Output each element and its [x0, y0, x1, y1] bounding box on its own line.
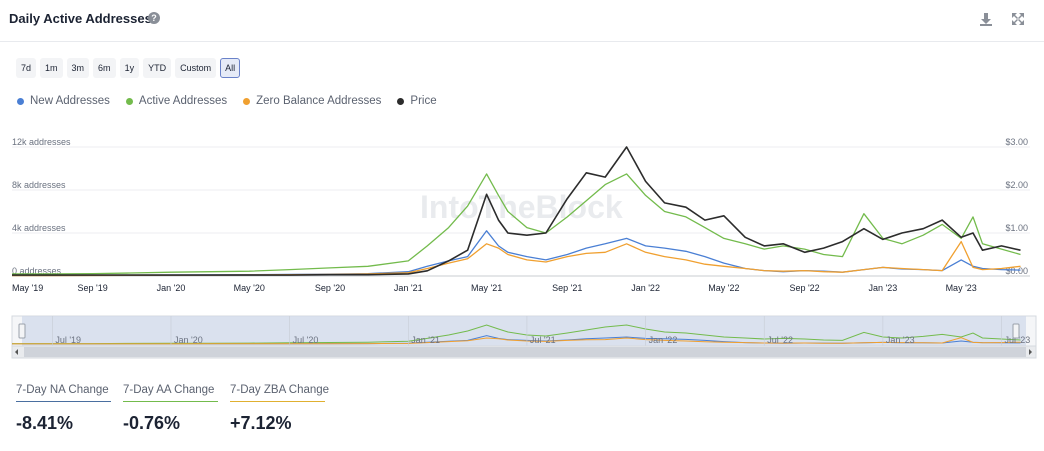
x-tick-label: May '22 — [708, 283, 739, 293]
x-tick-label: May '21 — [471, 283, 502, 293]
main-chart[interactable]: IntoTheBlock 0 addresses 4k addresses 8k a… — [0, 0, 1044, 380]
x-tick-label: May '23 — [946, 283, 977, 293]
x-tick-label: Jan '20 — [157, 283, 186, 293]
navigator-tick-label: Jul '21 — [530, 335, 556, 345]
y-tick-label-left: 4k addresses — [12, 223, 66, 233]
x-tick-label: Sep '19 — [78, 283, 108, 293]
watermark-text: IntoTheBlock — [420, 189, 623, 225]
legend-label: Price — [410, 95, 437, 107]
y-tick-label-right: $1.00 — [1005, 223, 1028, 233]
legend-label: New Addresses — [30, 95, 110, 107]
legend-label: Active Addresses — [138, 95, 228, 107]
navigator-tick-label: Jan '21 — [411, 335, 440, 345]
range-button-1y[interactable]: 1y — [119, 58, 140, 78]
stat-label: 7-Day NA Change — [16, 384, 111, 402]
series-line-price — [12, 146, 1021, 276]
navigator-handle-left[interactable] — [18, 323, 26, 339]
page-title: Daily Active Addresses — [9, 11, 152, 26]
y-tick-label-left: 8k addresses — [12, 180, 66, 190]
range-button-all[interactable]: All — [220, 58, 241, 78]
navigator-tick-label: Jul '23 — [1005, 335, 1031, 345]
stat-label: 7-Day AA Change — [123, 384, 218, 402]
range-button-ytd[interactable]: YTD — [143, 58, 172, 78]
legend-item-active-addresses[interactable]: Active Addresses — [125, 95, 228, 107]
navigator-tick-label: Jan '22 — [649, 335, 678, 345]
chart-legend: New Addresses Active Addresses Zero Balanc… — [17, 95, 437, 107]
stat-value: +7.12% — [230, 413, 292, 433]
range-button-6m[interactable]: 6m — [93, 58, 116, 78]
navigator-handle-right[interactable] — [1012, 323, 1020, 339]
expand-icon[interactable] — [1009, 10, 1027, 28]
stat-card: 7-Day AA Change -0.76% — [123, 384, 218, 434]
x-tick-label: May '20 — [234, 283, 265, 293]
chart-header: Daily Active Addresses ? — [0, 0, 1044, 42]
y-tick-label-left: 12k addresses — [12, 137, 71, 147]
range-button-3m[interactable]: 3m — [66, 58, 90, 78]
stat-label: 7-Day ZBA Change — [230, 384, 329, 402]
navigator-selection[interactable] — [22, 316, 1026, 346]
range-button-1m[interactable]: 1m — [40, 58, 63, 78]
series-line-zero-balance-addresses — [12, 240, 1021, 277]
navigator-series-line — [12, 337, 1021, 345]
range-button-7d[interactable]: 7d — [16, 58, 37, 78]
legend-dot — [243, 97, 251, 105]
navigator-tick-label: Jan '20 — [174, 335, 203, 345]
download-icon[interactable] — [977, 10, 995, 28]
time-range-selector: 7d 1m 3m 6m 1y YTD Custom All — [16, 58, 241, 78]
legend-dot — [17, 97, 24, 105]
navigator[interactable]: Jul '19 Jan '20 Jul '20 Jan '21 Jul '21 Jan '… — [11, 315, 1037, 359]
stat-card: 7-Day NA Change -8.41% — [16, 384, 111, 434]
y-tick-label-right: $3.00 — [1005, 137, 1028, 147]
legend-item-new-addresses[interactable]: New Addresses — [17, 95, 110, 107]
y-tick-label-left: 0 addresses — [12, 266, 62, 276]
x-tick-label: Sep '22 — [789, 283, 819, 293]
range-button-custom[interactable]: Custom — [175, 58, 217, 78]
navigator-tick-label: Jul '19 — [55, 335, 81, 345]
legend-item-zero-balance-addresses[interactable]: Zero Balance Addresses — [243, 95, 381, 107]
x-tick-label: Jan '21 — [394, 283, 423, 293]
legend-label: Zero Balance Addresses — [256, 95, 382, 107]
navigator-series-line — [12, 324, 1021, 345]
x-tick-label: Sep '20 — [315, 283, 345, 293]
series-line-active-addresses — [12, 173, 1021, 275]
scroll-left-arrow-icon[interactable] — [15, 349, 18, 355]
navigator-tick-label: Jan '23 — [886, 335, 915, 345]
y-tick-label-right: $0.00 — [1005, 266, 1028, 276]
x-tick-label: Sep '21 — [552, 283, 582, 293]
legend-dot — [125, 97, 133, 105]
stats-row: 7-Day NA Change -8.41% 7-Day AA Change -0.7… — [16, 384, 329, 434]
scrollbar-thumb[interactable] — [24, 347, 1026, 357]
stat-value: -8.41% — [16, 413, 74, 433]
stat-card: 7-Day ZBA Change +7.12% — [230, 384, 329, 434]
navigator-tick-label: Jul '22 — [767, 335, 793, 345]
scroll-right-arrow-icon[interactable] — [1029, 349, 1032, 355]
x-tick-label: Jan '22 — [631, 283, 660, 293]
x-tick-label: Jan '23 — [869, 283, 898, 293]
legend-dot — [397, 97, 405, 105]
legend-item-price[interactable]: Price — [397, 95, 437, 107]
y-tick-label-right: $2.00 — [1005, 180, 1028, 190]
navigator-tick-label: Jul '20 — [293, 335, 319, 345]
stat-value: -0.76% — [123, 413, 181, 433]
x-tick-label: May '19 — [12, 283, 43, 293]
question-circle-icon[interactable]: ? — [148, 12, 160, 24]
